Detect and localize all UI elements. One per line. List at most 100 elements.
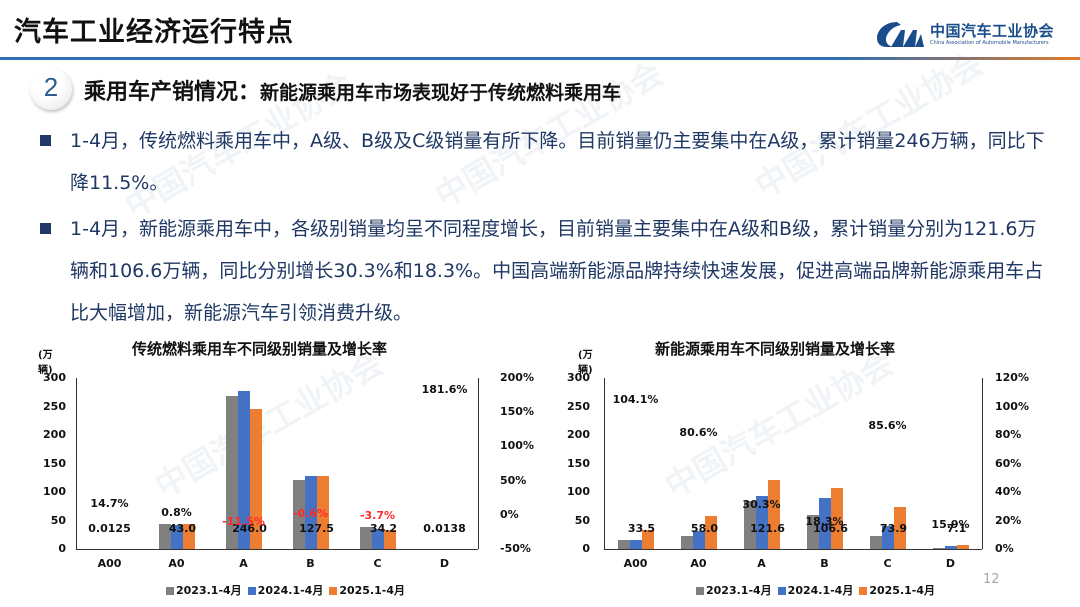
growth-rate-label: 181.6% <box>421 382 468 396</box>
bar-A-2023.1-4月 <box>225 396 238 549</box>
page-number: 12 <box>983 572 1000 587</box>
growth-rate-label: 85.6% <box>868 419 907 433</box>
growth-rate-label: 0.8% <box>161 506 192 520</box>
value-label: 246.0 <box>232 522 267 535</box>
bullet-text: 1-4月，传统燃料乘用车中，A级、B级及C级销量有所下降。目前销量仍主要集中在A… <box>70 130 1045 194</box>
bar-D-2025.1-4月 <box>956 544 969 549</box>
logo-text-cn: 中国汽车工业协会 <box>930 22 1055 40</box>
growth-rate-label: 14.7% <box>90 496 129 510</box>
bar-A00-2025.1-4月 <box>641 529 654 549</box>
legend-swatch <box>777 587 786 595</box>
y-tick-label: 200 <box>567 428 590 441</box>
section-title: 乘用车产销情况：新能源乘用车市场表现好于传统燃料乘用车 <box>84 74 621 106</box>
growth-rate-label: 30.3% <box>742 497 781 511</box>
y2-tick-label: 200% <box>500 371 534 384</box>
bar-A-2025.1-4月 <box>767 479 780 549</box>
chart-legend: 2023.1-4月 2024.1-4月 2025.1-4月 <box>690 582 935 598</box>
value-label: 33.5 <box>627 522 656 535</box>
x-category-label: C <box>883 557 892 570</box>
y-axis-right <box>478 378 479 549</box>
value-label: 121.6 <box>750 522 785 535</box>
bar-C-2024.1-4月 <box>881 526 894 549</box>
y2-tick-label: 20% <box>995 513 1022 527</box>
bar-A0-2023.1-4月 <box>158 524 171 549</box>
bar-B-2023.1-4月 <box>806 514 819 549</box>
y-axis-left <box>76 378 77 549</box>
bar-B-2023.1-4月 <box>292 480 305 549</box>
y-tick-label: 300 <box>567 371 590 384</box>
legend-swatch <box>859 587 868 595</box>
x-category-label: A0 <box>690 557 707 570</box>
caam-logo: 中国汽车工业协会 China Association of Automobile… <box>875 18 1055 50</box>
chart-legend: 2023.1-4月 2024.1-4月 2025.1-4月 <box>160 582 405 598</box>
bar-B-2025.1-4月 <box>830 488 843 549</box>
caam-logo-icon <box>877 22 924 47</box>
x-category-label: A <box>757 557 766 570</box>
chart-title: 新能源乘用车不同级别销量及增长率 <box>655 340 896 358</box>
bullet-text: 1-4月，新能源乘用车中，各级别销量均呈不同程度增长，目前销量主要集中在A级和B… <box>70 218 1044 324</box>
bar-A0-2023.1-4月 <box>680 536 693 549</box>
x-category-label: A00 <box>97 557 122 570</box>
header-divider <box>0 57 1080 60</box>
y-tick-label: 250 <box>43 399 66 413</box>
growth-rate-label: -3.7% <box>359 509 396 523</box>
legend-label: 2024.1-4月 <box>257 584 324 597</box>
bar-A-2024.1-4月 <box>755 495 768 549</box>
legend-label: 2023.1-4月 <box>176 584 242 597</box>
bar-C-2025.1-4月 <box>383 529 396 549</box>
x-category-label: A00 <box>623 557 648 570</box>
legend-swatch <box>696 587 704 595</box>
y-axis-left <box>604 378 605 549</box>
y2-tick-label: 60% <box>995 456 1022 470</box>
y-tick-label: 0 <box>58 542 66 555</box>
x-category-label: A0 <box>168 557 185 570</box>
section-number: 2 <box>43 72 59 102</box>
legend-label: 2023.1-4月 <box>706 584 772 597</box>
x-category-label: B <box>306 557 315 570</box>
page-title: 汽车工业经济运行特点 <box>14 17 294 48</box>
y2-tick-label: 100% <box>995 399 1029 413</box>
y-tick-label: 300 <box>43 371 66 384</box>
y-tick-label: 250 <box>567 399 590 413</box>
y-axis-unit: (万辆) <box>578 350 593 376</box>
section-title-main: 乘用车产销情况： <box>84 80 261 105</box>
bar-A-2024.1-4月 <box>237 390 250 549</box>
x-category-label: D <box>945 557 956 570</box>
bar-C-2023.1-4月 <box>359 526 372 549</box>
growth-rate-label: -0.6% <box>292 507 329 521</box>
y-tick-label: 100 <box>567 485 590 498</box>
y2-tick-label: 100% <box>500 439 534 453</box>
y2-tick-label: 80% <box>995 428 1022 441</box>
value-label: 0.0138 <box>423 522 466 535</box>
bar-A0-2024.1-4月 <box>692 530 705 549</box>
bar-A0-2025.1-4月 <box>182 524 195 549</box>
growth-rate-label: 104.1% <box>612 392 659 406</box>
x-category-label: D <box>439 557 450 570</box>
growth-rate-label: 18.3% <box>805 514 844 528</box>
bar-A-2023.1-4月 <box>743 500 756 549</box>
y-axis-unit: (万辆) <box>38 350 53 376</box>
value-label: 43.0 <box>168 522 197 535</box>
bar-B-2024.1-4月 <box>818 497 831 549</box>
y2-tick-label: 120% <box>995 371 1029 384</box>
logo-text-en: China Association of Automobile Manufact… <box>930 40 1049 46</box>
bar-D-2024.1-4月 <box>944 545 957 549</box>
legend-swatch <box>166 587 174 595</box>
section-subtitle: 新能源乘用车市场表现好于传统燃料乘用车 <box>260 82 622 104</box>
y2-tick-label: 150% <box>500 405 534 419</box>
bar-D-2023.1-4月 <box>932 548 945 549</box>
y-axis-right <box>982 378 983 549</box>
section-number-badge: 2 <box>30 68 72 110</box>
legend-swatch <box>329 587 338 595</box>
square-bullet-icon <box>40 135 51 146</box>
y-tick-label: 50 <box>50 513 66 527</box>
value-label: 73.9 <box>879 522 908 535</box>
bar-A-2025.1-4月 <box>249 408 262 549</box>
value-label: 58.0 <box>690 522 719 535</box>
x-axis <box>604 549 982 550</box>
y-tick-label: 200 <box>43 428 66 441</box>
y2-tick-label: 40% <box>995 485 1022 498</box>
x-category-label: C <box>373 557 382 570</box>
y2-tick-label: 50% <box>500 473 527 487</box>
bar-C-2025.1-4月 <box>893 506 906 549</box>
